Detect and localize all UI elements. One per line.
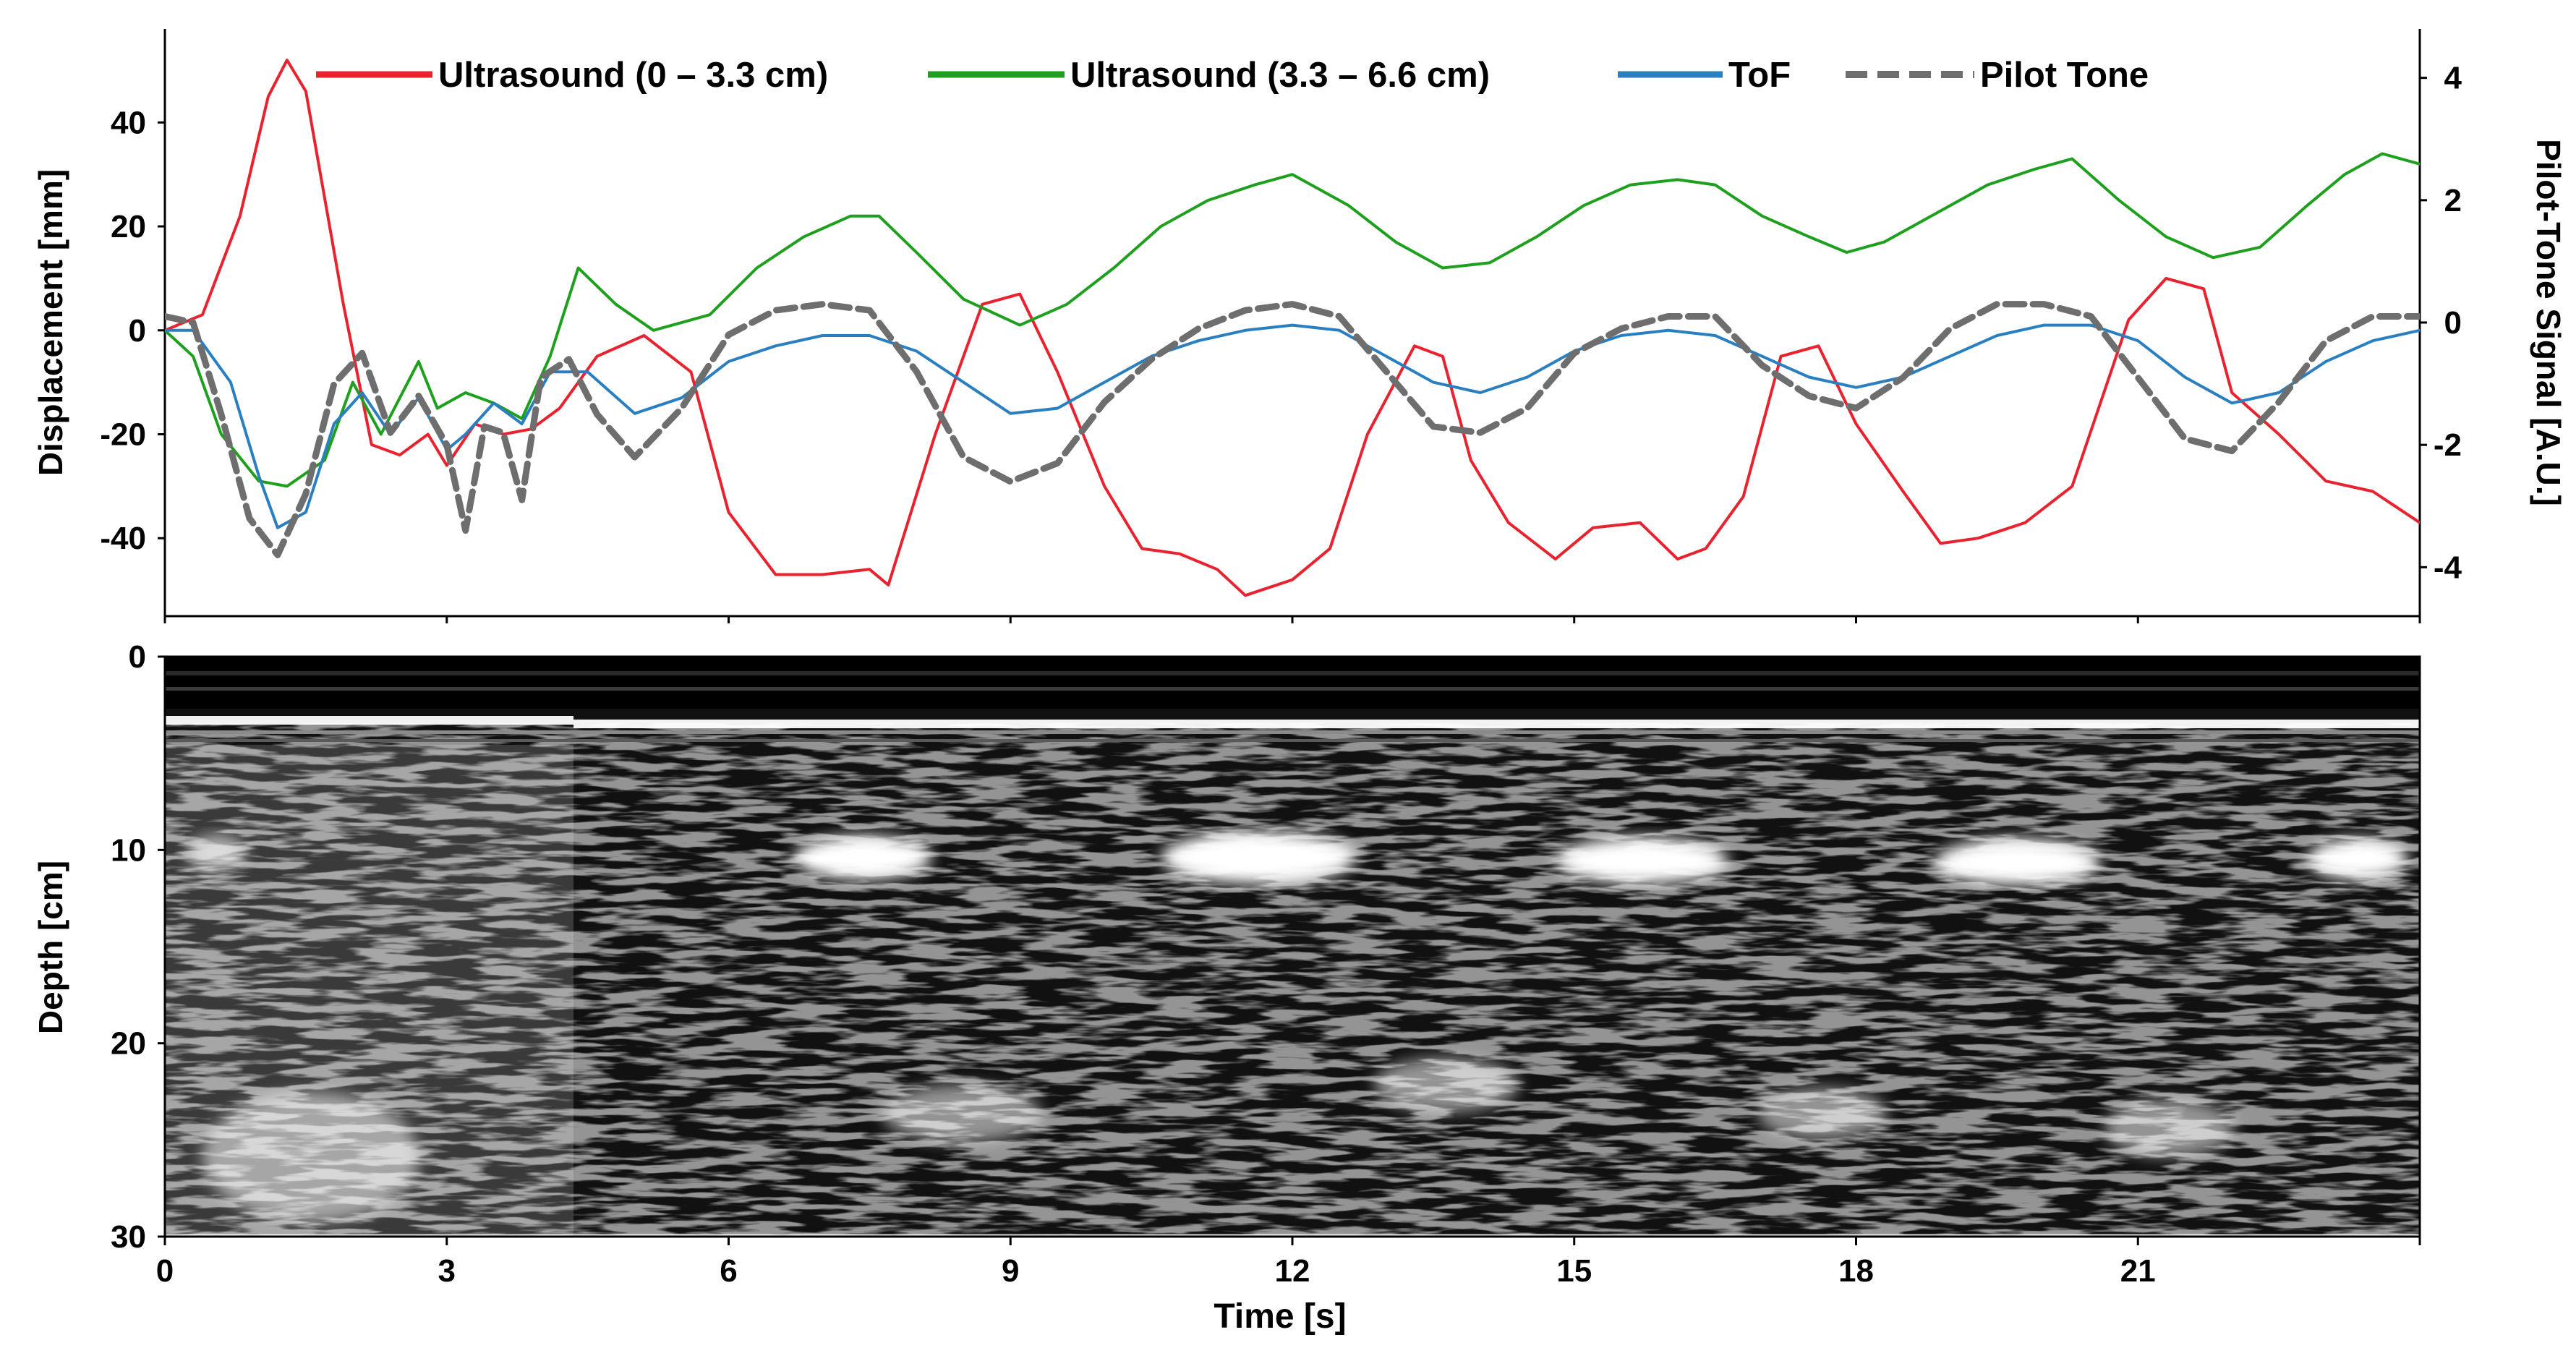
right-y-tick-label: -4	[2434, 550, 2462, 585]
left-y-tick-label: -20	[100, 417, 146, 452]
time-axis-label: Time [s]	[1214, 1297, 1346, 1336]
legend: Ultrasound (0 – 3.3 cm) Ultrasound (3.3 …	[316, 56, 2149, 95]
legend-label-pilot-tone: Pilot Tone	[1980, 56, 2149, 95]
right-y-tick-label: 4	[2444, 61, 2462, 96]
x-tick-label: 6	[720, 1253, 737, 1289]
right-y-tick-label: -2	[2434, 427, 2462, 463]
depth-tick-label: 30	[111, 1219, 146, 1255]
legend-label-tof: ToF	[1728, 56, 1791, 95]
x-tick-label: 12	[1275, 1253, 1310, 1289]
depth-tick-label: 20	[111, 1026, 146, 1062]
left-y-ticks: 40 20 0 -20 -40	[100, 105, 165, 556]
depth-tick-label: 10	[111, 832, 146, 868]
legend-label-ultrasound-shallow: Ultrasound (0 – 3.3 cm)	[438, 56, 828, 95]
left-y-tick-label: 0	[129, 313, 146, 349]
series-line-ultrasound-deep	[165, 152, 2420, 488]
left-y-axis-label: Displacement [mm]	[32, 169, 69, 476]
series-lines	[165, 59, 2420, 597]
depth-axis-label: Depth [cm]	[32, 861, 69, 1034]
left-y-tick-label: -40	[100, 521, 146, 556]
mmode-image	[165, 657, 2420, 1237]
depth-tick-label: 0	[129, 639, 146, 675]
right-y-axis-label: Pilot-Tone Signal [A.U.]	[2530, 139, 2567, 506]
x-tick-label: 0	[156, 1253, 174, 1289]
x-tick-label: 15	[1556, 1253, 1592, 1289]
right-y-tick-label: 0	[2444, 305, 2462, 341]
x-tick-label: 18	[1838, 1253, 1874, 1289]
right-y-tick-label: 2	[2444, 183, 2462, 218]
series-line-ultrasound-shallow	[165, 59, 2420, 597]
legend-label-ultrasound-deep: Ultrasound (3.3 – 6.6 cm)	[1070, 56, 1490, 95]
right-y-ticks: 4 2 0 -2 -4	[2420, 61, 2462, 585]
bottom-x-ticks: 0 3 6 9 12 15 18 21	[156, 1237, 2421, 1289]
left-y-tick-label: 20	[111, 209, 146, 244]
top-panel-x-ticks	[163, 616, 2421, 623]
depth-ticks: 0 10 20 30	[111, 639, 165, 1255]
x-tick-label: 3	[438, 1253, 456, 1289]
left-y-tick-label: 40	[111, 105, 146, 140]
x-tick-label: 9	[1002, 1253, 1019, 1289]
series-line-pilot-tone	[165, 301, 2420, 558]
series-line-tof	[165, 323, 2420, 529]
x-tick-label: 21	[2120, 1253, 2156, 1289]
ultrasound-image-panel: 0 3 6 9 12 15 18 21 0 10 20 30 Depth [cm] Time [s]	[32, 639, 2421, 1336]
